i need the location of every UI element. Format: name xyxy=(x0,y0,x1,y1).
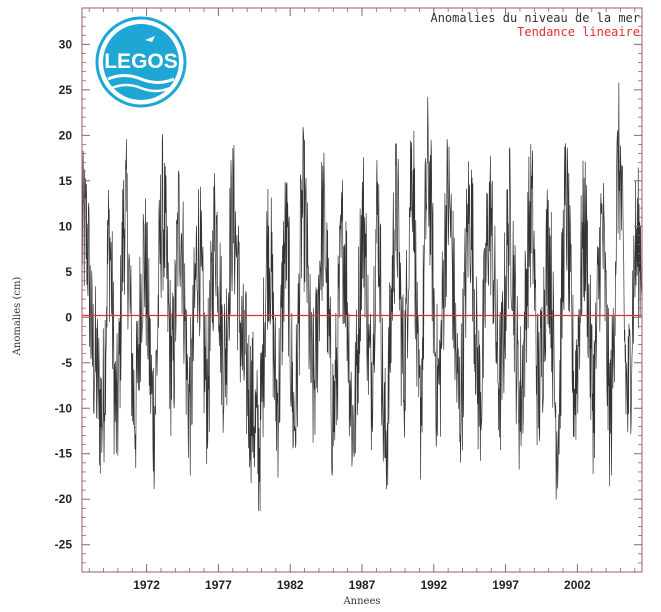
y-tick-label: 5 xyxy=(65,265,72,279)
y-tick-label: 10 xyxy=(59,219,73,233)
legend-entry-anomalies: Anomalies du niveau de la mer xyxy=(430,11,640,25)
legos-logo: LEGOS xyxy=(95,16,187,108)
y-tick-label: 15 xyxy=(59,174,73,188)
y-tick-label: -20 xyxy=(55,492,73,506)
y-tick-label: -25 xyxy=(55,538,73,552)
plot-area xyxy=(81,82,643,512)
legend-entry-trend: Tendance lineaire xyxy=(517,25,640,39)
x-axis-title: Annees xyxy=(342,596,380,607)
y-tick-label: -10 xyxy=(55,401,73,415)
y-tick-label: 25 xyxy=(59,83,73,97)
logo-wave-bottom xyxy=(111,83,171,93)
y-tick-label: 0 xyxy=(65,310,72,324)
logo-bird-icon xyxy=(145,36,155,42)
logo-wave-top xyxy=(107,74,175,84)
x-tick-label: 1972 xyxy=(133,578,160,592)
x-tick-label: 1987 xyxy=(349,578,376,592)
y-axis-title: Anomalies (cm) xyxy=(12,277,23,357)
y-tick-label: -15 xyxy=(55,447,73,461)
axis-ticks xyxy=(82,7,642,573)
y-tick-label: 30 xyxy=(59,37,73,51)
series-anomalies-line xyxy=(81,82,643,512)
y-tick-label: -5 xyxy=(61,356,72,370)
x-tick-label: 1977 xyxy=(205,578,232,592)
tick-labels: -25 -20 -15 -10 -5 0 5 10 15 20 25 30 1972 1977 1982 19… xyxy=(55,37,591,592)
y-tick-label: 20 xyxy=(59,128,73,142)
x-tick-label: 1982 xyxy=(277,578,304,592)
x-tick-label: 2002 xyxy=(564,578,591,592)
logo-text: LEGOS xyxy=(104,50,178,73)
x-tick-label: 1997 xyxy=(492,578,519,592)
x-tick-label: 1992 xyxy=(420,578,447,592)
